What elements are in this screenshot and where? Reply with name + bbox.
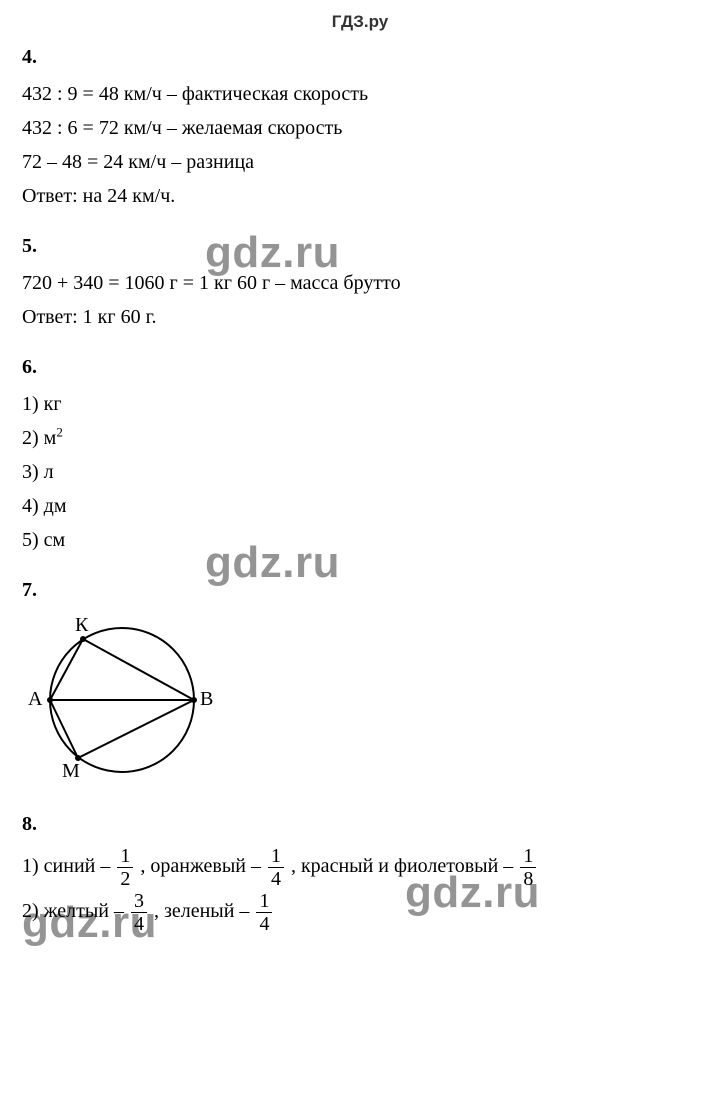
problem-8: 8. 1) синий – 12 , оранжевый – 14 , крас…: [22, 813, 698, 934]
problem-4-line-1: 432 : 9 = 48 км/ч – фактическая скорость: [22, 77, 698, 111]
problem-6: 6. 1) кг 2) м2 3) л 4) дм 5) см: [22, 356, 698, 557]
frac-3-4-num: 3: [131, 891, 147, 912]
frac-1-4b-num: 1: [256, 891, 272, 912]
frac-1-4: 14: [268, 846, 284, 889]
problem-7: 7. К А В М: [22, 579, 698, 785]
problem-6-item-2-sup: 2: [56, 424, 63, 439]
problem-8-row-1: 1) синий – 12 , оранжевый – 14 , красный…: [22, 844, 698, 889]
label-k: К: [75, 614, 88, 637]
frac-1-4b-den: 4: [256, 912, 272, 934]
problem-7-number: 7.: [22, 579, 698, 602]
circle-svg: [22, 610, 222, 785]
p8-r1-a: 1) синий –: [22, 855, 115, 877]
problem-6-item-2-text: 2) м: [22, 427, 56, 449]
problem-5-number: 5.: [22, 235, 698, 258]
frac-3-4-den: 4: [131, 912, 147, 934]
problem-4-number: 4.: [22, 46, 698, 69]
frac-1-8-den: 8: [520, 867, 536, 889]
frac-1-8-num: 1: [520, 846, 536, 867]
label-a: А: [28, 688, 42, 711]
problem-6-item-5: 5) см: [22, 523, 698, 557]
problem-4-answer: Ответ: на 24 км/ч.: [22, 179, 698, 213]
label-m: М: [62, 760, 80, 783]
frac-1-2-num: 1: [117, 846, 133, 867]
frac-1-4-den: 4: [268, 867, 284, 889]
page-header: ГДЗ.ру: [22, 12, 698, 32]
label-b: В: [200, 688, 213, 711]
problem-8-number: 8.: [22, 813, 698, 836]
p8-r1-c: , красный и фиолетовый –: [291, 855, 518, 877]
problem-4-line-2: 432 : 6 = 72 км/ч – желаемая скорость: [22, 111, 698, 145]
problem-5-answer: Ответ: 1 кг 60 г.: [22, 300, 698, 334]
p8-r2-a: 2) желтый –: [22, 900, 129, 922]
problem-6-number: 6.: [22, 356, 698, 379]
problem-6-item-2: 2) м2: [22, 421, 698, 455]
problem-5-line-1: 720 + 340 = 1060 г = 1 кг 60 г – масса б…: [22, 266, 698, 300]
problem-4-line-3: 72 – 48 = 24 км/ч – разница: [22, 145, 698, 179]
p8-r1-b: , оранжевый –: [140, 855, 266, 877]
frac-1-2-den: 2: [117, 867, 133, 889]
problem-6-item-1: 1) кг: [22, 387, 698, 421]
problem-5: 5. 720 + 340 = 1060 г = 1 кг 60 г – масс…: [22, 235, 698, 334]
problem-6-item-3: 3) л: [22, 455, 698, 489]
frac-3-4: 34: [131, 891, 147, 934]
frac-1-4-num: 1: [268, 846, 284, 867]
frac-1-4b: 14: [256, 891, 272, 934]
frac-1-2: 12: [117, 846, 133, 889]
circle-diagram: К А В М: [22, 610, 222, 785]
problem-8-row-2: 2) желтый – 34 , зеленый – 14: [22, 889, 698, 934]
problem-4: 4. 432 : 9 = 48 км/ч – фактическая скоро…: [22, 46, 698, 213]
frac-1-8: 18: [520, 846, 536, 889]
p8-r2-b: , зеленый –: [154, 900, 254, 922]
problem-6-item-4: 4) дм: [22, 489, 698, 523]
